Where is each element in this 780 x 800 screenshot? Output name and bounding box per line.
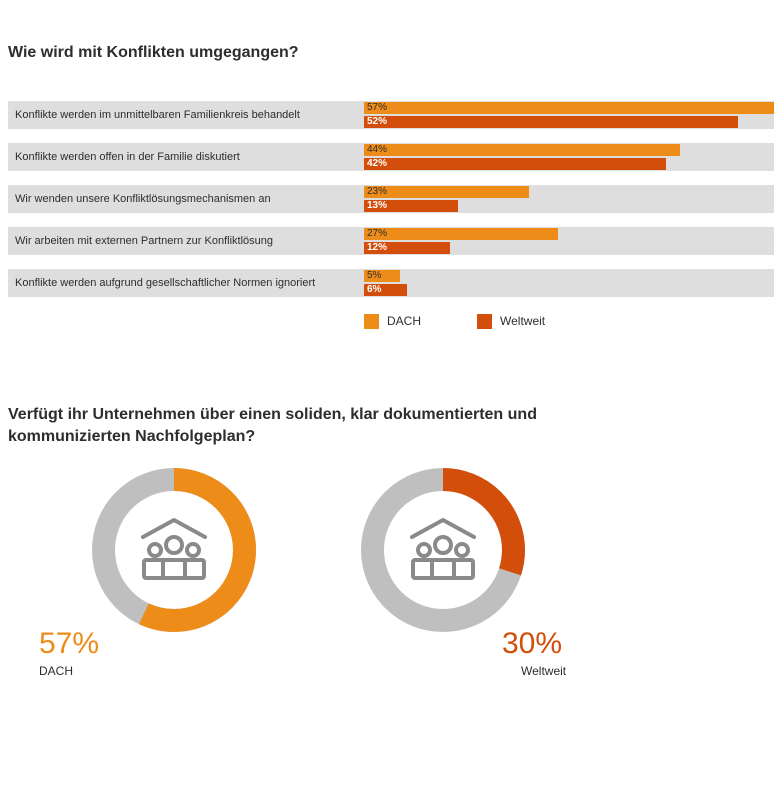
- bar-weltweit: 13%: [364, 200, 458, 212]
- bar-value-weltweit: 42%: [367, 158, 388, 169]
- donut-label-weltweit: Weltweit: [521, 664, 567, 678]
- bar-weltweit: 6%: [364, 284, 408, 296]
- legend-label-dach: DACH: [387, 314, 422, 328]
- family-house-icon: [141, 518, 207, 580]
- bar-row: Wir arbeiten mit externen Partnern zur K…: [8, 227, 774, 255]
- category-label: Konflikte werden offen in der Familie di…: [15, 151, 240, 163]
- bar-weltweit: 42%: [364, 158, 667, 170]
- donut-value-dach: 57%: [39, 627, 100, 660]
- bar-value-dach: 57%: [367, 102, 388, 113]
- bar-dach: 23%: [364, 186, 530, 198]
- bar-group: 27% 12%: [364, 227, 774, 255]
- bar-value-dach: 27%: [367, 228, 388, 239]
- bar-group: 23% 13%: [364, 185, 774, 213]
- bar-row: Wir wenden unsere Konfliktlösungsmechani…: [8, 185, 774, 213]
- chart2-title: Verfügt ihr Unternehmen über einen solid…: [8, 406, 537, 445]
- bar-value-dach: 23%: [367, 186, 388, 197]
- category-label: Konflikte werden im unmittelbaren Famili…: [15, 109, 300, 121]
- donut-value-weltweit: 30%: [502, 627, 563, 660]
- bar-group: 5% 6%: [364, 269, 774, 297]
- bar-row: Konflikte werden aufgrund gesellschaftli…: [8, 269, 774, 297]
- category-label: Konflikte werden aufgrund gesellschaftli…: [15, 277, 316, 289]
- bar-value-weltweit: 13%: [367, 200, 388, 211]
- legend-item-dach: DACH: [364, 313, 421, 329]
- legend-swatch-dach: [364, 313, 379, 329]
- bar-value-weltweit: 52%: [367, 116, 388, 127]
- legend-label-weltweit: Weltweit: [500, 314, 546, 328]
- category-label: Wir wenden unsere Konfliktlösungsmechani…: [15, 193, 271, 205]
- chart1-title: Wie wird mit Konflikten umgegangen?: [8, 44, 299, 61]
- bar-value-weltweit: 6%: [367, 284, 382, 295]
- legend-swatch-weltweit: [477, 313, 492, 329]
- bar-group: 44% 42%: [364, 143, 774, 171]
- donut-label-dach: DACH: [39, 664, 74, 678]
- bar-value-dach: 5%: [367, 270, 382, 281]
- category-label: Wir arbeiten mit externen Partnern zur K…: [15, 235, 274, 247]
- legend-item-weltweit: Weltweit: [477, 313, 545, 329]
- bar-dach: 27%: [364, 228, 559, 240]
- bar-group: 57% 52%: [364, 101, 774, 129]
- donut-weltweit: [360, 467, 526, 633]
- bar-weltweit: 52%: [364, 116, 739, 128]
- bar-weltweit: 12%: [364, 242, 451, 254]
- bar-dach: 5%: [364, 270, 400, 282]
- donut-arc-weltweit: [361, 468, 525, 632]
- bar-value-weltweit: 12%: [367, 242, 388, 253]
- bar-row: Konflikte werden offen in der Familie di…: [8, 143, 774, 171]
- bar-value-dach: 44%: [367, 144, 388, 155]
- donut-arc-dach: [92, 468, 256, 632]
- donut-dach: [91, 467, 257, 633]
- family-house-icon: [410, 518, 476, 580]
- bar-row: Konflikte werden im unmittelbaren Famili…: [8, 101, 774, 129]
- bar-dach: 44%: [364, 144, 681, 156]
- bar-dach: 57%: [364, 102, 774, 114]
